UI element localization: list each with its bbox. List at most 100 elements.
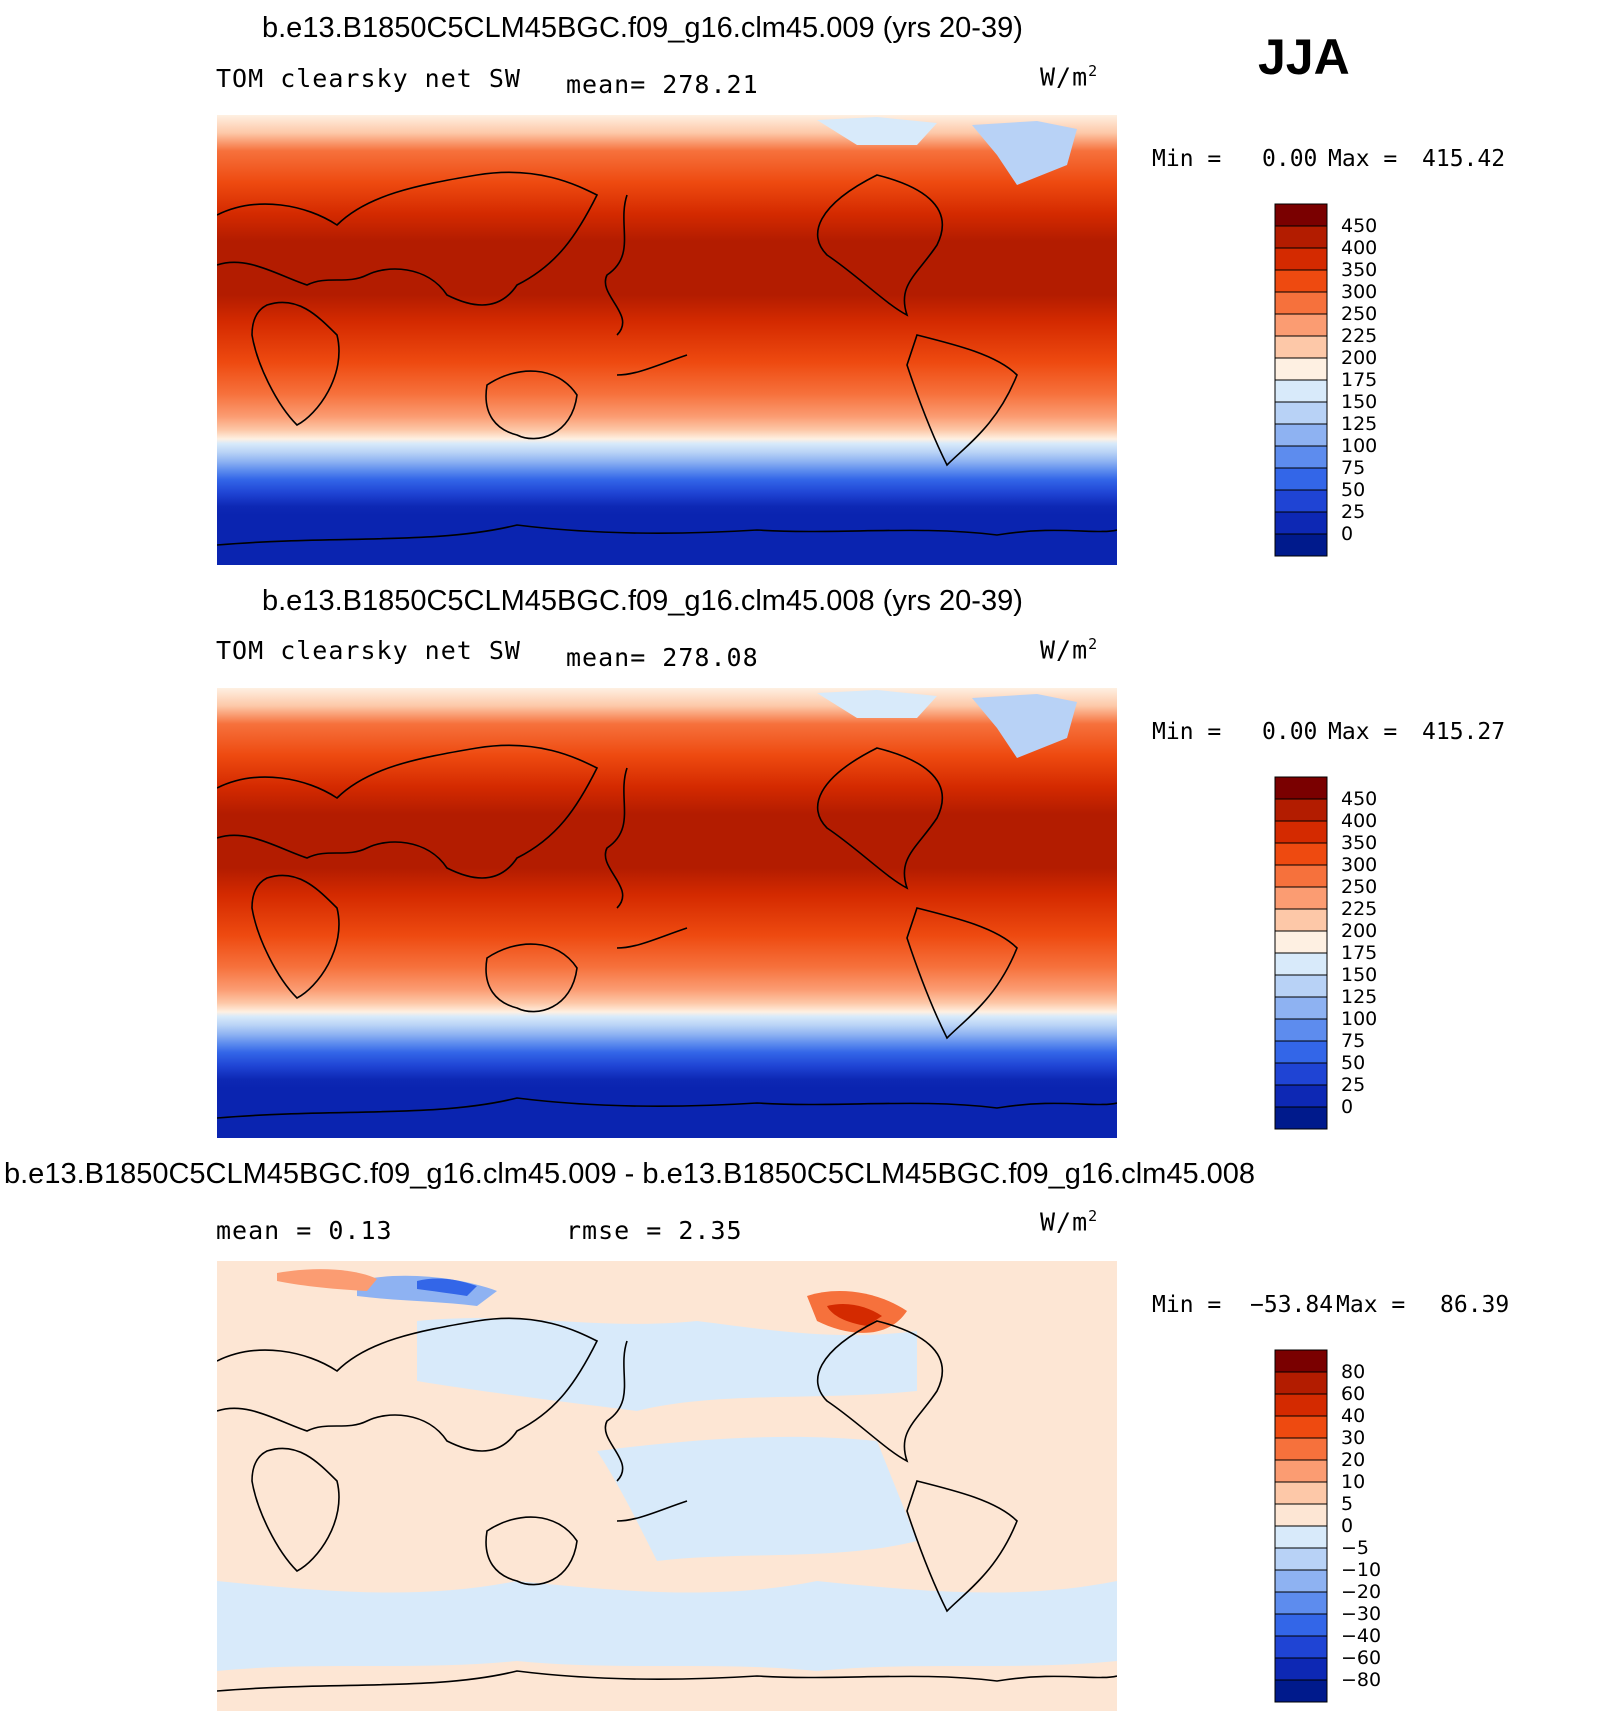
colorbar-tick-label: 20 [1341,1449,1365,1471]
panel-1-title: b.e13.B1850C5CLM45BGC.f09_g16.clm45.009 … [262,12,1023,44]
colorbar-swatch [1274,467,1328,491]
colorbar-swatch [1274,1371,1328,1395]
colorbar-tick-label: 225 [1341,898,1377,920]
colorbar-swatch [1274,335,1328,359]
colorbar-tick-label: 80 [1341,1361,1365,1383]
colorbar-swatch [1274,1547,1328,1571]
colorbar-tick-label: 0 [1341,1515,1353,1537]
panel-2-variable-label: TOM clearsky net SW [216,636,521,665]
colorbar-swatch [1274,423,1328,447]
colorbar-swatch [1274,1415,1328,1439]
colorbar-swatch [1274,1393,1328,1417]
colorbar-swatch [1274,313,1328,337]
colorbar-swatch [1274,1569,1328,1593]
colorbar-swatch [1274,1613,1328,1637]
colorbar-tick-label: 100 [1341,435,1377,457]
colorbar-tick-label: 300 [1341,281,1377,303]
colorbar-tick-label: 250 [1341,876,1377,898]
panel-3-max-value: 86.39 [1440,1292,1510,1318]
colorbar-swatch [1274,1503,1328,1527]
colorbar-swatch [1274,401,1328,425]
colorbar-swatch [1274,864,1328,888]
colorbar-swatch [1274,1635,1328,1659]
colorbar-tick-label: 250 [1341,303,1377,325]
colorbar-tick-label: −60 [1341,1647,1381,1669]
panel-2-mean: mean= 278.08 [566,643,759,672]
colorbar-tick-label: 125 [1341,986,1377,1008]
panel-1-map [217,115,1117,565]
panel-3-map [217,1261,1117,1711]
colorbar-swatch [1274,1459,1328,1483]
panel-1-min-value: 0.00 [1262,146,1318,172]
colorbar-swatch [1274,1084,1328,1108]
colorbar-tick-label: −80 [1341,1669,1381,1691]
colorbar-swatch [1274,489,1328,513]
colorbar-tick-label: −20 [1341,1581,1381,1603]
colorbar-tick-label: 400 [1341,237,1377,259]
colorbar-tick-label: 10 [1341,1471,1365,1493]
colorbar-tick-label: −30 [1341,1603,1381,1625]
colorbar-tick-label: 50 [1341,1052,1365,1074]
colorbar-swatch [1274,379,1328,403]
colorbar-swatch [1274,1679,1328,1703]
panel-3-units: W/m2 [1040,1207,1099,1237]
panel-3-min-value: −53.84 [1250,1292,1334,1318]
colorbar-swatch [1274,533,1328,557]
panel-1-max-value: 415.42 [1422,146,1506,172]
panel-2-min-value: 0.00 [1262,719,1318,745]
colorbar-swatch [1274,1018,1328,1042]
colorbar-swatch [1274,908,1328,932]
panel-3-title: b.e13.B1850C5CLM45BGC.f09_g16.clm45.009 … [4,1158,1256,1190]
colorbar-tick-label: −10 [1341,1559,1381,1581]
colorbar-swatch [1274,269,1328,293]
colorbar-tick-label: 50 [1341,479,1365,501]
panel-2-title: b.e13.B1850C5CLM45BGC.f09_g16.clm45.008 … [262,585,1023,617]
colorbar-tick-label: 350 [1341,259,1377,281]
colorbar-swatch [1274,1349,1328,1373]
colorbar-tick-label: 450 [1341,788,1377,810]
panel-2-max-label: Max = [1328,719,1398,745]
panel-2-max-value: 415.27 [1422,719,1506,745]
colorbar-swatch [1274,1591,1328,1615]
colorbar-swatch [1274,1481,1328,1505]
colorbar-swatch [1274,1106,1328,1130]
colorbar-tick-label: 125 [1341,413,1377,435]
colorbar-swatch [1274,1525,1328,1549]
colorbar-swatch [1274,820,1328,844]
colorbar-tick-label: −5 [1341,1537,1369,1559]
colorbar-tick-label: 450 [1341,215,1377,237]
colorbar-tick-label: 40 [1341,1405,1365,1427]
colorbar-tick-label: 0 [1341,523,1353,545]
colorbar-tick-label: 300 [1341,854,1377,876]
colorbar-tick-label: 200 [1341,347,1377,369]
panel-3-max-label: Max = [1336,1292,1406,1318]
colorbar-swatch [1274,247,1328,271]
colorbar-tick-label: 30 [1341,1427,1365,1449]
colorbar-swatch [1274,357,1328,381]
colorbar-swatch [1274,1062,1328,1086]
colorbar-tick-label: 25 [1341,1074,1365,1096]
colorbar-swatch [1274,203,1328,227]
colorbar-tick-label: 150 [1341,964,1377,986]
colorbar-swatch [1274,511,1328,535]
colorbar-swatch [1274,291,1328,315]
colorbar-tick-label: 350 [1341,832,1377,854]
colorbar-tick-label: 100 [1341,1008,1377,1030]
colorbar-tick-label: −40 [1341,1625,1381,1647]
colorbar-tick-label: 25 [1341,501,1365,523]
colorbar-tick-label: 175 [1341,369,1377,391]
colorbar-swatch [1274,225,1328,249]
colorbar-swatch [1274,842,1328,866]
colorbar-swatch [1274,952,1328,976]
colorbar-tick-label: 0 [1341,1096,1353,1118]
colorbar-swatch [1274,1657,1328,1681]
panel-3-min-label: Min = [1152,1292,1222,1318]
colorbar-tick-label: 200 [1341,920,1377,942]
colorbar-swatch [1274,445,1328,469]
colorbar-swatch [1274,974,1328,998]
panel-3-mean: mean = 0.13 [216,1216,393,1245]
colorbar-swatch [1274,1040,1328,1064]
colorbar-tick-label: 150 [1341,391,1377,413]
